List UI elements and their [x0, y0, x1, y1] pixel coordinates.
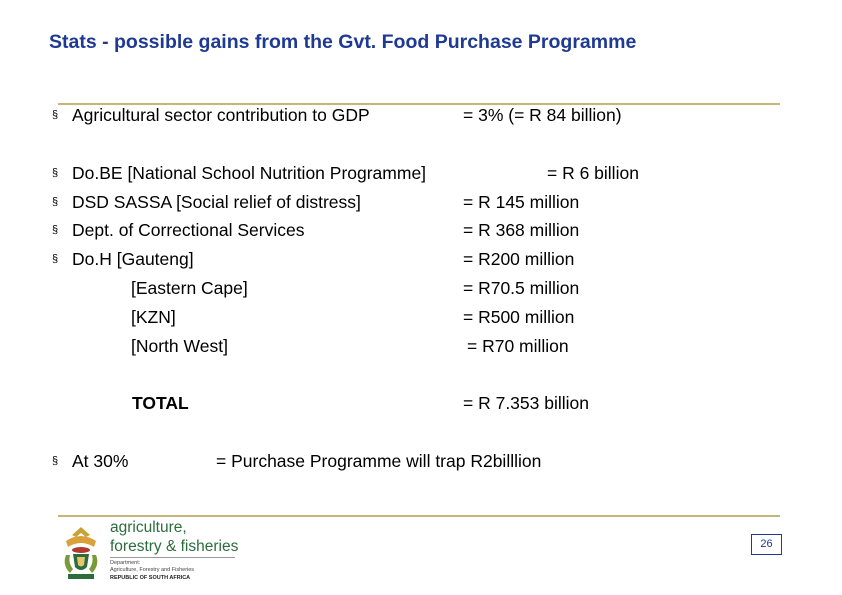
at30-label: At 30% — [72, 451, 129, 471]
item-value: = R200 million — [463, 249, 575, 269]
bullet-icon — [52, 249, 58, 269]
top-divider — [58, 103, 780, 105]
gdp-value: = 3% (= R 84 billion) — [463, 105, 622, 125]
bullet-icon — [52, 192, 58, 212]
logo-small-3: REPUBLIC OF SOUTH AFRICA — [110, 575, 191, 581]
item-label: Dept. of Correctional Services — [72, 220, 305, 240]
sub-item-label: [KZN] — [131, 307, 176, 327]
sub-item-label: [Eastern Cape] — [131, 278, 248, 298]
at30-value: = Purchase Programme will trap R2billlio… — [216, 451, 542, 471]
logo-small-2: Agriculture, Forestry and Fisheries — [110, 567, 195, 573]
item-value: = R 368 million — [463, 220, 580, 240]
gdp-label: Agricultural sector contribution to GDP — [72, 105, 370, 125]
logo-line1: agriculture, — [110, 519, 187, 536]
bullet-icon — [52, 105, 58, 125]
bullet-icon — [52, 451, 58, 471]
item-value: = R 145 million — [463, 192, 580, 212]
item-label: Do.BE [National School Nutrition Program… — [72, 163, 427, 183]
sub-item-value: = R500 million — [463, 307, 575, 327]
page-number: 26 — [751, 534, 782, 555]
logo-small-1: Department: — [110, 560, 141, 566]
item-label: DSD SASSA [Social relief of distress] — [72, 192, 361, 212]
item-value: = R 6 billion — [547, 163, 639, 183]
bullet-icon — [52, 163, 58, 183]
coat-of-arms-icon — [64, 527, 98, 579]
total-value: = R 7.353 billion — [463, 393, 589, 413]
logo-line2: forestry & fisheries — [110, 538, 239, 555]
bullet-icon — [52, 220, 58, 240]
item-label: Do.H [Gauteng] — [72, 249, 194, 269]
slide-title: Stats - possible gains from the Gvt. Foo… — [49, 31, 637, 53]
logo-divider — [110, 557, 235, 558]
bottom-divider — [58, 515, 780, 517]
total-label: TOTAL — [132, 393, 189, 413]
sub-item-value: = R70 million — [467, 336, 569, 356]
sub-item-value: = R70.5 million — [463, 278, 580, 298]
sub-item-label: [North West] — [131, 336, 228, 356]
